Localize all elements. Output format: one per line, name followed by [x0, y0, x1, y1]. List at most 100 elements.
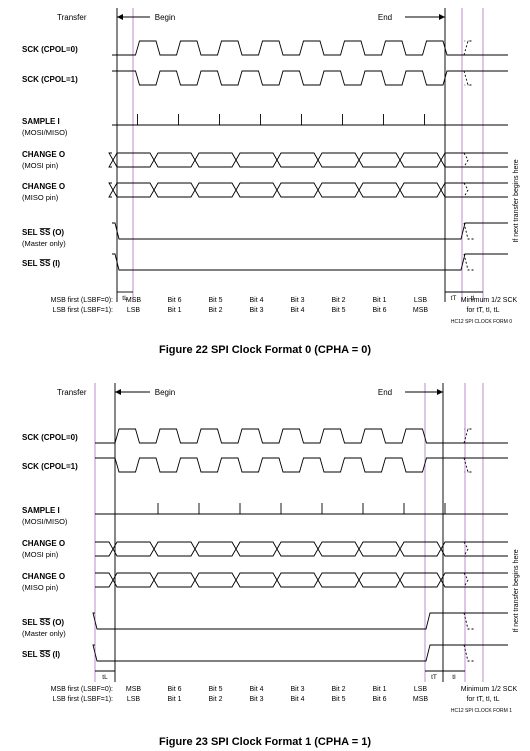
bit-label-lsb: Bit 2: [208, 696, 222, 703]
change-mosi-label: CHANGE O: [22, 150, 65, 159]
change-mosi-label-sub: (MOSI pin): [22, 550, 59, 559]
miso-bus-waveform-tail: [440, 579, 508, 588]
bit-label-lsb: Bit 4: [290, 307, 304, 314]
sel-ss-in-waveform: [112, 253, 508, 271]
miso-bus-waveform-next: [463, 572, 469, 588]
lsb-first-label: LSB first (LSBF=1):: [53, 307, 114, 314]
tt-label: tT: [431, 674, 437, 681]
miso-bus-waveform-tail: [440, 572, 508, 581]
sel-ss-out-label: SEL SS (O): [22, 618, 64, 627]
next-transfer-label: If next transfer begins here: [513, 159, 520, 242]
transfer-arrow-left: [117, 14, 123, 20]
sel-ss-out-label-sub: (Master only): [22, 239, 66, 248]
miso-bus-waveform-bit-cell: [235, 572, 278, 588]
msb-first-label: MSB first (LSBF=0):: [51, 297, 113, 304]
for-times-label: for tT, tI, tL: [466, 307, 499, 314]
miso-bus-waveform-bit-cell: [153, 572, 196, 588]
mosi-bus-waveform-bit-cell: [235, 152, 278, 168]
lsb-first-label: LSB first (LSBF=1):: [53, 696, 114, 703]
sel-ss-out-waveform: [92, 612, 508, 630]
bit-label-msb: Bit 5: [208, 297, 222, 304]
bit-label-msb: Bit 6: [167, 686, 181, 693]
miso-bus-waveform-tail: [108, 182, 114, 191]
miso-bus-waveform-tail: [440, 189, 508, 198]
miso-bus-waveform-bit-cell: [358, 572, 401, 588]
sel-ss-out-label-overbar: SS: [40, 228, 51, 237]
miso-bus-waveform-bit-cell: [399, 572, 442, 588]
bit-label-lsb: Bit 2: [208, 307, 222, 314]
sck-cpol0-waveform: [112, 40, 508, 56]
miso-bus-waveform-next: [463, 182, 469, 198]
miso-bus-waveform-tail: [108, 189, 114, 198]
sck-cpol1-label: SCK (CPOL=1): [22, 462, 78, 471]
mosi-bus-waveform-bit-cell: [112, 541, 155, 557]
miso-bus-waveform-bit-cell: [399, 182, 442, 198]
mosi-bus-waveform-bit-cell: [399, 541, 442, 557]
bit-label-lsb: Bit 5: [331, 696, 345, 703]
bit-label-msb: Bit 6: [167, 297, 181, 304]
form-id-label: HC12 SPI CLOCK FORM 0: [451, 319, 512, 325]
tl-label: tL: [122, 295, 128, 302]
transfer-arrow-left: [115, 389, 121, 395]
change-miso-label-sub: (MISO pin): [22, 583, 59, 592]
sample-label: SAMPLE I: [22, 506, 60, 515]
for-times-label: for tT, tI, tL: [466, 696, 499, 703]
sck-cpol0-label: SCK (CPOL=0): [22, 45, 78, 54]
sel-ss-in-label-overbar: SS: [40, 650, 51, 659]
mosi-bus-waveform-next: [463, 541, 469, 557]
transfer-label: Transfer: [57, 13, 87, 22]
sample-label-sub: (MOSI/MISO): [22, 128, 68, 137]
bit-label-msb: Bit 1: [372, 297, 386, 304]
mosi-bus-waveform-bit-cell: [317, 541, 360, 557]
bit-label-msb: Bit 4: [249, 297, 263, 304]
sel-ss-in-waveform-next: [463, 253, 474, 271]
sck-cpol1-label: SCK (CPOL=1): [22, 75, 78, 84]
mosi-bus-waveform-bit-cell: [235, 541, 278, 557]
sel-ss-out-waveform: [112, 222, 508, 240]
form-id-label: HC12 SPI CLOCK FORM 1: [451, 708, 512, 714]
sck-cpol0-waveform-next: [463, 428, 473, 444]
sel-ss-out-waveform-next: [463, 612, 474, 630]
mosi-bus-waveform-tail: [440, 541, 508, 550]
sel-ss-out-label-suffix: (O): [50, 618, 64, 627]
bit-label-lsb: Bit 6: [372, 696, 386, 703]
sel-ss-in-label: SEL SS (I): [22, 650, 60, 659]
miso-bus-waveform-tail: [440, 182, 508, 191]
transfer-arrow-right: [437, 389, 443, 395]
minimum-label: Minimum 1/2 SCK: [461, 686, 518, 693]
change-miso-label: CHANGE O: [22, 572, 65, 581]
tt-label: tT: [451, 295, 457, 302]
figure-22-spi-clock-format-0: Transfer Begin End SCK (CPOL=0) SCK (CPOL=1)…: [0, 0, 530, 375]
miso-bus-waveform-tail: [95, 579, 114, 588]
bit-label-msb: Bit 3: [290, 297, 304, 304]
miso-bus-waveform-bit-cell: [276, 182, 319, 198]
sck-cpol1-waveform: [112, 70, 508, 86]
mosi-bus-waveform-tail: [440, 159, 508, 168]
mosi-bus-waveform-tail: [440, 152, 508, 161]
sel-ss-in-waveform: [92, 644, 508, 662]
bit-label-lsb: Bit 6: [372, 307, 386, 314]
mosi-bus-waveform-bit-cell: [317, 152, 360, 168]
bit-label-msb: Bit 2: [331, 686, 345, 693]
next-transfer-label: If next transfer begins here: [513, 549, 520, 632]
miso-bus-waveform-tail: [95, 572, 114, 581]
sample-label-sub: (MOSI/MISO): [22, 517, 68, 526]
mosi-bus-waveform-bit-cell: [358, 152, 401, 168]
bit-label-lsb: Bit 3: [249, 307, 263, 314]
bit-label-lsb: Bit 1: [167, 307, 181, 314]
sel-ss-out-label: SEL SS (O): [22, 228, 64, 237]
sck-cpol0-waveform: [95, 428, 508, 444]
bit-label-lsb: MSB: [413, 696, 429, 703]
bit-label-lsb: Bit 5: [331, 307, 345, 314]
miso-bus-waveform-bit-cell: [194, 182, 237, 198]
miso-bus-waveform-bit-cell: [112, 182, 155, 198]
bit-label-msb: Bit 2: [331, 297, 345, 304]
mosi-bus-waveform-tail: [95, 541, 114, 557]
mosi-bus-waveform-bit-cell: [276, 152, 319, 168]
mosi-bus-waveform-bit-cell: [153, 541, 196, 557]
bit-label-msb: LSB: [414, 686, 428, 693]
mosi-bus-waveform-bit-cell: [399, 152, 442, 168]
change-miso-label: CHANGE O: [22, 182, 65, 191]
miso-bus-waveform-bit-cell: [112, 572, 155, 588]
mosi-bus-waveform-bit-cell: [153, 152, 196, 168]
